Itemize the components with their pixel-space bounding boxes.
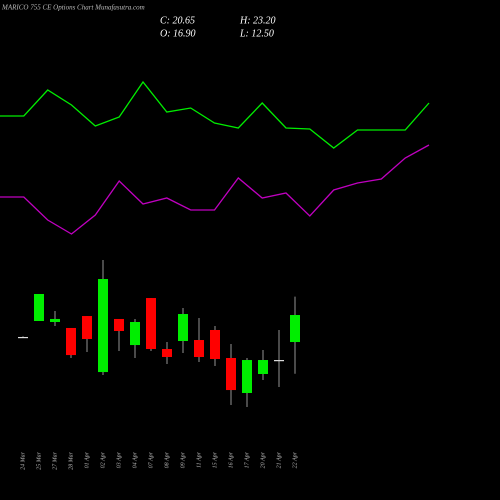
- candle-body: [210, 329, 220, 360]
- candle-body: [130, 322, 140, 346]
- indicator-line: [0, 144, 430, 235]
- x-tick-label: 04 Apr: [131, 451, 138, 468]
- x-tick-label: 01 Apr: [84, 451, 90, 468]
- x-tick-label: 21 Apr: [276, 451, 282, 468]
- candle-body: [290, 315, 300, 343]
- x-tick-label: 28 Mar: [68, 451, 74, 469]
- x-tick-label: 09 Apr: [180, 451, 186, 468]
- candle-body: [50, 318, 60, 323]
- candle-body: [34, 293, 44, 321]
- candle-body: [162, 349, 172, 357]
- candle-body: [258, 360, 268, 374]
- candle-body: [66, 327, 76, 356]
- x-tick-label: 02 Apr: [100, 451, 106, 468]
- x-tick-label: 24 Mar: [19, 451, 26, 469]
- candle-body: [98, 279, 108, 373]
- low-label: L: 12.50: [239, 28, 274, 39]
- open-label: O: 16.90: [160, 28, 196, 39]
- candle-body: [178, 314, 188, 342]
- x-tick-label: 11 Apr: [196, 451, 202, 468]
- candle-body: [194, 340, 204, 357]
- x-tick-label: 03 Apr: [116, 451, 122, 468]
- x-tick-label: 08 Apr: [164, 451, 170, 468]
- indicator-line: [0, 80, 430, 149]
- x-tick-label: 25 Mar: [36, 451, 42, 469]
- candle-body: [242, 360, 252, 393]
- x-tick-label: 27 Mar: [52, 451, 58, 469]
- candle-body: [18, 336, 28, 339]
- candle-body: [226, 358, 236, 391]
- candle-body: [82, 316, 92, 339]
- candle-body: [114, 318, 124, 332]
- x-tick-label: 17 Apr: [244, 451, 250, 468]
- candle-body: [146, 298, 156, 350]
- x-tick-label: 20 Apr: [260, 451, 266, 468]
- x-tick-label: 22 Apr: [292, 451, 298, 468]
- close-label: C: 20.65: [160, 15, 195, 26]
- x-tick-label: 16 Apr: [228, 451, 234, 468]
- x-tick-label: 07 Apr: [148, 451, 154, 468]
- high-label: H: 23.20: [239, 15, 276, 26]
- x-tick-label: 15 Apr: [212, 451, 218, 468]
- chart-title: MARICO 755 CE Options Chart Munafasutra.…: [1, 4, 145, 12]
- candle-body: [274, 360, 284, 362]
